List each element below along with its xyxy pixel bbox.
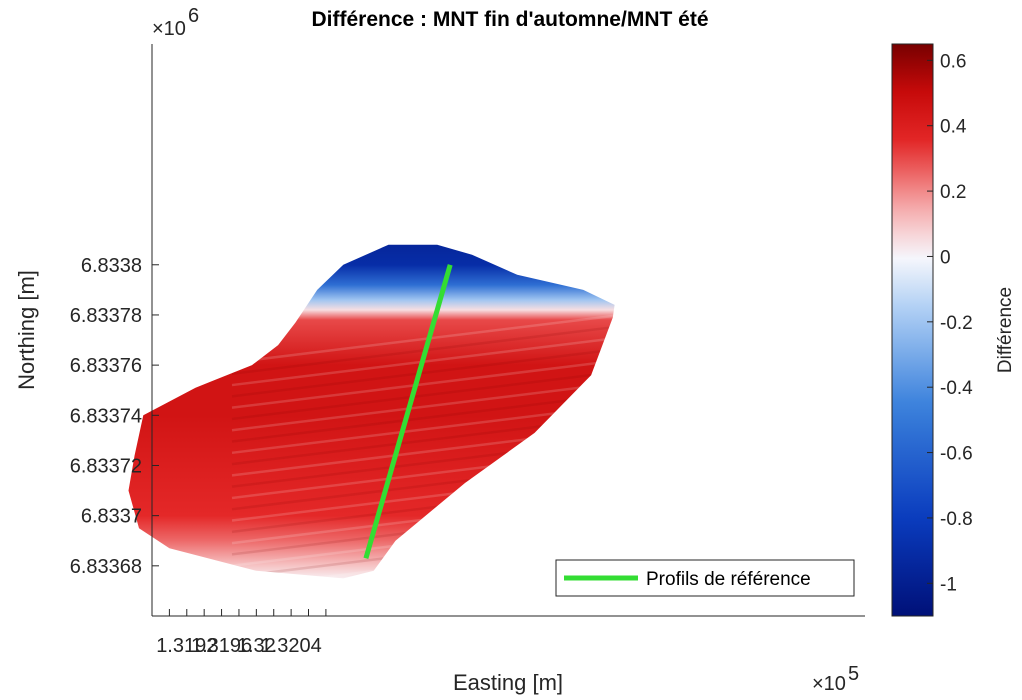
- surface-stripe: [231, 392, 615, 466]
- x-multiplier-base: ×10: [812, 673, 846, 695]
- colorbar-tick-label: -0.4: [940, 378, 973, 399]
- colorbar-tick-label: -1: [940, 574, 957, 595]
- legend: Profils de référence: [555, 559, 855, 597]
- y-ticks: 6.83368 6.8337 6.83372 6.83374 6.83376 6.8337…: [70, 255, 159, 578]
- legend-label: Profils de référence: [646, 569, 811, 590]
- surface-stripe: [231, 358, 615, 432]
- x-axis-label: Easting [m]: [453, 670, 563, 695]
- y-tick-label: 6.83378: [70, 305, 142, 327]
- surface-stripe: [231, 325, 615, 398]
- x-tick-label: 1.3196: [191, 635, 252, 657]
- y-multiplier-exponent: 6: [188, 5, 199, 27]
- surface-stripe: [231, 404, 615, 477]
- y-tick-label: 6.83374: [70, 405, 142, 427]
- x-tick-label: 1.3204: [261, 635, 322, 657]
- reference-profile-line: [363, 264, 453, 559]
- y-tick-label: 6.8338: [81, 255, 142, 277]
- y-tick-label: 6.83376: [70, 355, 142, 377]
- x-tick-label: 1.3192: [156, 635, 217, 657]
- surface-stripe: [231, 302, 615, 376]
- y-axis-label: Northing [m]: [14, 270, 39, 390]
- surface-stripe: [231, 347, 615, 421]
- y-tick-label: 6.8337: [81, 506, 142, 528]
- surface-stripe: [231, 291, 615, 364]
- colorbar-tick-label: -0.8: [940, 509, 973, 530]
- surface-stripe: [231, 370, 615, 443]
- colorbar-tick-label: -0.2: [940, 313, 973, 334]
- y-multiplier: ×10 6: [152, 5, 199, 40]
- series-layer: [363, 264, 453, 559]
- y-tick-label: 6.83368: [70, 556, 142, 578]
- x-multiplier: ×10 5: [812, 663, 859, 695]
- colorbar-tick-label: -0.6: [940, 444, 973, 465]
- colorbar-ticks: 0.6 0.4 0.2 0 -0.2 -0.4 -0.6 -0.8 -1: [927, 51, 973, 595]
- colorbar-tick-label: 0: [940, 247, 951, 268]
- x-multiplier-exponent: 5: [848, 663, 859, 685]
- surface-stripe: [231, 313, 615, 387]
- colorbar-tick-label: 0.4: [940, 117, 967, 138]
- difference-surface: [128, 244, 615, 579]
- colorbar-tick-label: 0.2: [940, 182, 966, 203]
- x-tick-label: 1.32: [237, 635, 276, 657]
- y-multiplier-base: ×10: [152, 18, 186, 40]
- surface-stripe: [231, 336, 615, 409]
- y-tick-label: 6.83372: [70, 455, 142, 477]
- chart-title: Différence : MNT fin d'automne/MNT été: [311, 8, 708, 31]
- colorbar-label: Différence: [995, 287, 1016, 373]
- colorbar: 0.6 0.4 0.2 0 -0.2 -0.4 -0.6 -0.8 -1 Différence: [891, 43, 1016, 617]
- colorbar-tick-label: 0.6: [940, 51, 966, 72]
- surface-stripe: [231, 381, 615, 455]
- colorbar-gradient-bar: [891, 43, 934, 617]
